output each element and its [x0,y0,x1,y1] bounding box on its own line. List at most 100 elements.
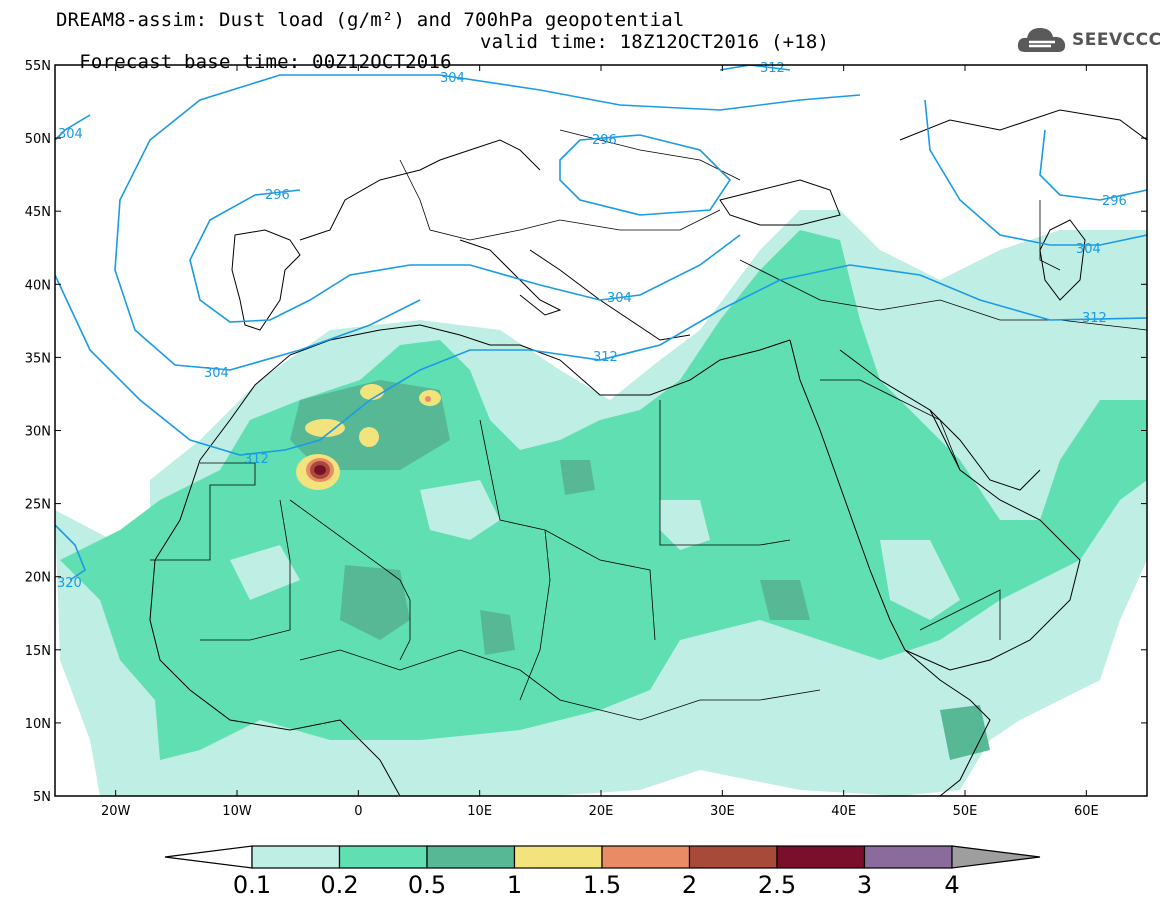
border-line [519,529,551,701]
coastline-asia [899,109,1147,141]
lat-label: 10N [25,717,51,732]
dust-band-0.5 [290,380,450,470]
coastline-caspian [1039,219,1086,301]
dust-hole [660,500,710,550]
contour-labels: 304 312 296 304 296 312 304 296 304 312 … [57,61,1127,591]
colorbar-label: 4 [944,871,960,899]
latitude-ticks: 55N 50N 45N 40N 35N 30N 25N 20N 15N 10N 5N [25,59,1147,805]
colorbar-label: 0.2 [320,871,359,899]
colorbar-label: 0.5 [407,871,447,899]
dust-band-2.5 [314,465,326,475]
border-line [919,589,1001,640]
lon-label: 20W [101,804,131,819]
map-title: DREAM8-assim: Dust load (g/m²) and 700hP… [56,9,685,31]
logo-text: SEEVCCC [1072,30,1162,50]
contour-label: 312 [760,61,785,76]
lon-label: 20E [589,804,614,819]
lon-label: 10W [222,804,252,819]
dust-band-0.5 [340,565,410,640]
map-subtitle: Forecast base time: 00Z12OCT2016 valid t… [56,32,829,92]
border-line [289,499,411,661]
dust-band-0.5 [560,460,595,495]
contour-312-north [719,65,791,71]
lat-label: 55N [25,59,51,74]
dust-band-1 [359,427,379,447]
colorbar-label: 1 [506,871,523,899]
contour-label: 296 [592,133,617,148]
dust-band-0.5 [940,705,990,760]
lat-label: 25N [25,498,51,513]
lat-label: 35N [25,351,51,366]
lat-label: 20N [25,571,51,586]
coastline-italy [459,239,562,316]
coastline-europe [231,229,301,331]
border-line [479,419,656,641]
border-line [200,499,291,641]
contour-312 [55,264,1147,456]
dust-band-1 [360,384,384,400]
lat-label: 45N [25,205,51,220]
contour-304-mid [114,74,440,371]
border-line [299,649,821,721]
contour-label: 304 [58,127,83,142]
lon-label: 50E [953,804,978,819]
geopotential-contours [55,65,1147,581]
coastline-red-sea [789,339,906,651]
lon-label: 40E [831,804,856,819]
lon-label: 0 [354,804,362,819]
coastline-persian-gulf [929,409,1041,491]
dust-band-0.5 [480,610,515,655]
contour-304-west [55,114,91,141]
longitude-ticks: 20W 10W 0 10E 20E 30E 40E 50E 60E [101,65,1099,819]
contour-304-far-east [924,99,1147,246]
coastline-black-sea [719,179,841,226]
cloud-logo-icon [1017,28,1066,52]
coastline-horn [904,649,991,796]
border-line [659,400,791,546]
lat-label: 15N [25,644,51,659]
dust-band-1 [305,419,345,437]
contour-296-far-east [1039,129,1147,201]
border-line [820,379,961,471]
lat-label: 30N [25,425,51,440]
dust-hole [880,540,960,620]
contour-label: 304 [204,366,229,381]
contour-label: 320 [57,576,82,591]
lat-label: 40N [25,278,51,293]
border-line [150,462,256,561]
forecast-base-time: Forecast base time: 00Z12OCT2016 [79,51,452,73]
dust-field [55,210,1147,796]
lon-label: 60E [1074,804,1099,819]
contour-label: 312 [593,350,618,365]
colorbar-label: 2.5 [757,871,797,899]
contour-label: 304 [1076,242,1101,257]
dust-band-1.5 [425,396,431,402]
colorbar-label: 2 [681,871,698,899]
contour-304-east [439,74,861,111]
lon-label: 10E [467,804,492,819]
contour-label: 296 [265,188,290,203]
coastline-iberia-france [299,139,541,241]
border-line [399,159,721,241]
dust-hole [420,480,500,540]
contour-296-west [189,189,741,323]
contour-320 [55,524,86,581]
coastline-africa-west [149,459,401,796]
dust-band-0.2 [60,230,1147,760]
border-line [559,129,741,181]
contour-label: 304 [440,71,465,86]
colorbar-label: 3 [856,871,873,899]
colorbar-label: 1.5 [582,871,622,899]
coastline-africa-north [199,324,791,461]
lat-label: 50N [25,132,51,147]
contour-label: 312 [1082,311,1107,326]
contour-label: 312 [244,452,269,467]
seevccc-logo: SEEVCCC [1015,22,1161,58]
lon-label: 30E [710,804,735,819]
contour-296-east [559,134,732,216]
contour-label: 304 [607,291,632,306]
valid-time: valid time: 18Z12OCT2016 (+18) [480,31,830,53]
border-line [1039,200,1061,271]
coastline-balkans [529,249,691,341]
